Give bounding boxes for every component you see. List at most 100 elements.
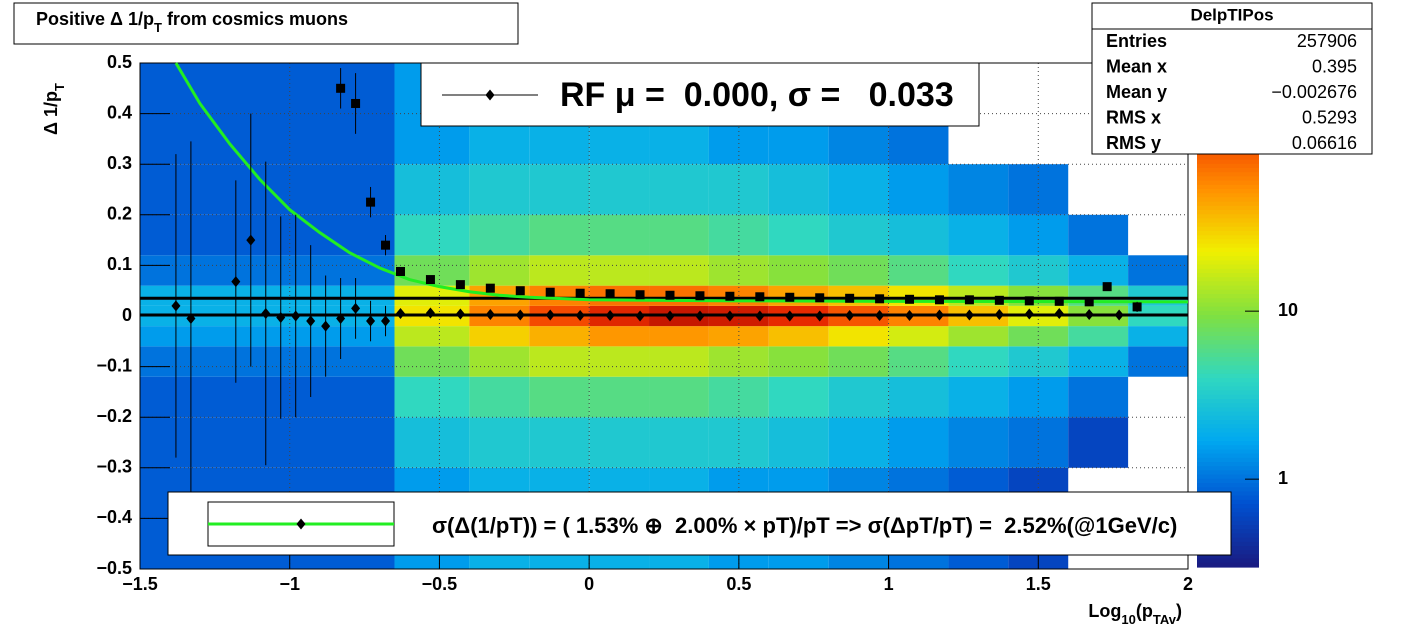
profile-point	[336, 313, 346, 325]
colorbar-band	[1197, 247, 1259, 253]
colorbar-band	[1197, 394, 1259, 400]
colorbar-band	[1197, 252, 1259, 257]
colorbar-band	[1197, 432, 1259, 438]
heatmap-cell	[140, 255, 395, 286]
heatmap-cell	[529, 285, 590, 306]
colorbar-band	[1197, 268, 1259, 274]
heatmap-cell	[888, 326, 949, 347]
colorbar-band	[1197, 180, 1259, 186]
heatmap-cell	[394, 164, 470, 215]
heatmap-cell	[888, 255, 949, 286]
profile-point	[785, 292, 795, 302]
heatmap-cell	[948, 214, 1009, 256]
heatmap-cell	[1068, 346, 1129, 377]
colorbar-band	[1197, 436, 1259, 442]
heatmap-cell	[589, 346, 650, 377]
z-tick-label: 1	[1278, 468, 1288, 488]
heatmap-cell	[828, 255, 889, 286]
profile-point	[485, 308, 495, 320]
colorbar-band	[1197, 315, 1259, 320]
x-tick-label: −0.5	[422, 574, 458, 594]
y-tick-label: 0	[122, 305, 132, 325]
colorbar-band	[1197, 159, 1259, 165]
stats-value: 0.395	[1312, 56, 1357, 76]
colorbar-band	[1197, 415, 1259, 421]
heatmap-cell	[948, 346, 1009, 377]
heatmap-cell	[1068, 255, 1129, 286]
colorbar-band	[1197, 462, 1259, 467]
colorbar-band	[1197, 382, 1259, 387]
profile-point	[186, 313, 196, 325]
heatmap-cell	[768, 326, 829, 347]
heatmap-cell	[888, 417, 949, 468]
colorbar-band	[1197, 340, 1259, 345]
colorbar-band	[1197, 348, 1259, 354]
colorbar-band	[1197, 205, 1259, 211]
profile-point	[845, 293, 855, 303]
profile-point	[815, 310, 825, 322]
y-tick-label: 0.2	[107, 204, 132, 224]
y-tick-label: 0.3	[107, 153, 132, 173]
heatmap-cell	[1008, 164, 1069, 215]
colorbar-band	[1197, 344, 1259, 350]
profile-point	[755, 292, 765, 302]
label-part: T	[154, 20, 162, 35]
heatmap-cell	[394, 417, 470, 468]
profile-point	[336, 83, 346, 93]
overlay: 11010²Positive Δ 1/pT from cosmics muons…	[13, 2, 1373, 627]
colorbar-band	[1197, 386, 1259, 392]
label-part: Positive Δ 1/p	[36, 9, 154, 29]
heatmap-cell	[140, 214, 395, 256]
legend-text: σ(Δ(1/pT)) = ( 1.53% ⊕ 2.00% × pT)/pT =>…	[432, 513, 1177, 538]
stats-key: Mean y	[1106, 82, 1167, 102]
profile-point	[231, 276, 241, 288]
heatmap-cell	[888, 164, 949, 215]
profile-point	[425, 275, 435, 285]
heatmap-cell	[394, 376, 470, 418]
colorbar-band	[1197, 306, 1259, 312]
stats-value: −0.002676	[1271, 82, 1357, 102]
colorbar-band	[1197, 441, 1259, 446]
label-part: Log	[1088, 601, 1121, 621]
heatmap-cell	[529, 376, 590, 418]
profile-point	[1102, 282, 1112, 292]
profile-point	[1024, 308, 1034, 320]
profile-point	[635, 310, 645, 322]
colorbar-band	[1197, 231, 1259, 236]
heatmap-cell	[469, 376, 530, 418]
heatmap-cell	[1128, 346, 1188, 377]
profile-point	[1024, 296, 1034, 306]
profile-point	[171, 300, 181, 312]
colorbar-band	[1197, 277, 1259, 282]
profile-point	[934, 309, 944, 321]
x-tick-label: 1	[884, 574, 894, 594]
heatmap-cell	[394, 285, 470, 306]
heatmap-cell	[708, 164, 769, 215]
heatmap-cell	[708, 417, 769, 468]
heatmap-cell	[140, 346, 395, 377]
colorbar-band	[1197, 428, 1259, 434]
profile-point	[425, 307, 435, 319]
label-part: (p	[1136, 601, 1153, 621]
profile-point	[515, 309, 525, 321]
heatmap-cell	[828, 376, 889, 418]
heatmap-cell	[589, 214, 650, 256]
y-axis-label: Δ 1/pT	[41, 83, 68, 135]
profile-point	[1084, 297, 1094, 307]
profile-point	[725, 310, 735, 322]
colorbar-band	[1197, 554, 1259, 560]
legend-sample	[485, 89, 495, 101]
profile-point	[321, 320, 331, 332]
heatmap-cell	[1008, 326, 1069, 347]
profile-point	[905, 309, 915, 321]
heatmap-cell	[394, 214, 470, 256]
heatmap-cell	[140, 417, 395, 468]
colorbar-band	[1197, 449, 1259, 455]
colorbar-band	[1197, 424, 1259, 429]
profile-point	[351, 302, 361, 314]
heatmap-cell	[828, 417, 889, 468]
profile-point	[575, 309, 585, 321]
heatmap-cell	[948, 255, 1009, 286]
profile-point	[351, 98, 361, 108]
